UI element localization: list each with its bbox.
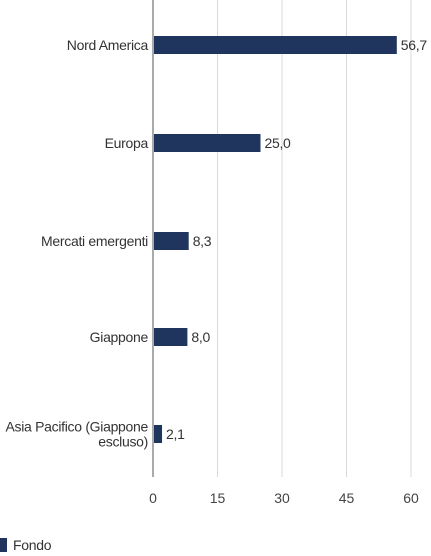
value-label-2: 8,3 xyxy=(193,233,212,249)
gridlines xyxy=(217,0,412,477)
x-tick-label-30: 30 xyxy=(274,490,290,506)
x-tick-label-15: 15 xyxy=(210,490,226,506)
bar-3 xyxy=(154,328,188,346)
bar-1 xyxy=(154,134,261,152)
value-label-1: 25,0 xyxy=(265,135,292,151)
category-label-1: Europa xyxy=(105,135,149,151)
x-tick-label-60: 60 xyxy=(403,490,419,506)
x-axis-tick-labels: 0 15 30 45 60 xyxy=(149,490,419,506)
value-label-4: 2,1 xyxy=(166,426,185,442)
value-labels: 56,7 25,0 8,3 8,0 2,1 xyxy=(166,37,428,442)
bar-2 xyxy=(154,232,189,250)
bar-chart: Nord America Europa Mercati emergenti Giapp… xyxy=(5,0,428,506)
legend-swatch xyxy=(0,538,7,552)
bars xyxy=(154,36,397,443)
value-label-0: 56,7 xyxy=(401,37,428,53)
legend: Fondo xyxy=(0,537,52,553)
x-tick-label-45: 45 xyxy=(339,490,355,506)
category-labels: Nord America Europa Mercati emergenti Giapp… xyxy=(5,37,148,450)
category-label-3: Giappone xyxy=(90,329,149,345)
category-label-4: Asia Pacifico (Giappone escluso) xyxy=(5,419,148,450)
value-label-3: 8,0 xyxy=(191,329,210,345)
x-tick-label-0: 0 xyxy=(149,490,157,506)
bar-4 xyxy=(154,425,163,443)
category-label-0: Nord America xyxy=(67,37,149,53)
category-label-2: Mercati emergenti xyxy=(41,233,148,249)
legend-label: Fondo xyxy=(13,537,52,553)
bar-0 xyxy=(154,36,397,54)
